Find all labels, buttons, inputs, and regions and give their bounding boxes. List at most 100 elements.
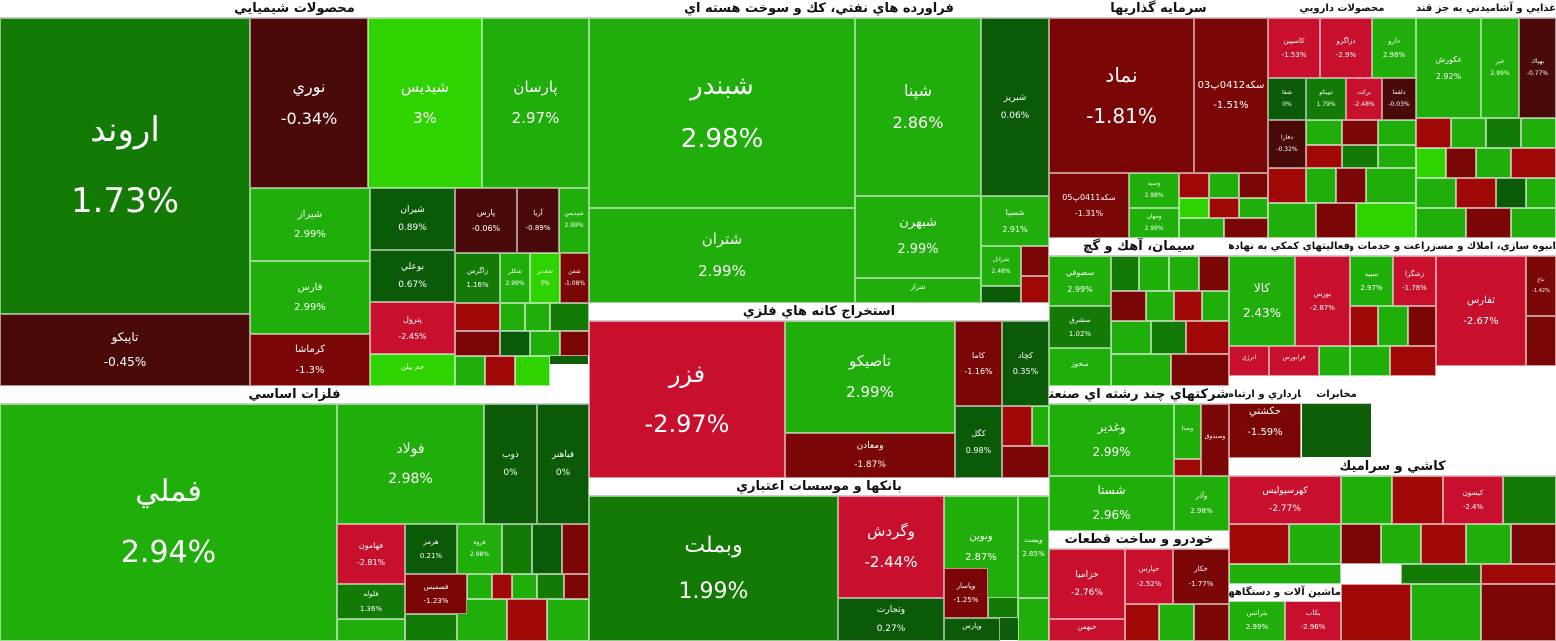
treemap-tile[interactable]: بهپاك -0.77% [1519, 18, 1556, 118]
treemap-mini-tile[interactable] [1350, 376, 1436, 386]
treemap-mini-tile[interactable] [1239, 173, 1268, 198]
treemap-mini-tile[interactable] [1202, 291, 1229, 321]
treemap-mini-tile[interactable] [1341, 524, 1381, 564]
treemap-tile[interactable]: دزاگرو -2.9% [1320, 18, 1372, 78]
treemap-tile[interactable]: تيپيكو 1.79% [1306, 78, 1346, 120]
treemap-mini-tile[interactable] [1378, 145, 1416, 168]
treemap-mini-tile[interactable] [455, 356, 485, 386]
treemap-tile[interactable]: وغدير 2.99% [1049, 404, 1174, 476]
treemap-mini-tile[interactable] [1111, 291, 1146, 321]
treemap-mini-tile[interactable] [560, 331, 589, 356]
treemap-tile[interactable]: تاپيكو -0.45% [0, 314, 250, 386]
treemap-mini-tile[interactable] [1002, 446, 1049, 478]
treemap-mini-tile[interactable] [1366, 168, 1416, 203]
treemap-mini-tile[interactable] [1390, 346, 1436, 376]
treemap-tile[interactable]: فرابورس [1269, 346, 1319, 376]
treemap-mini-tile[interactable] [1186, 321, 1229, 354]
treemap-mini-tile[interactable] [455, 303, 500, 331]
treemap-mini-tile[interactable] [1179, 218, 1224, 238]
treemap-mini-tile[interactable] [1239, 198, 1268, 218]
treemap-tile[interactable]: فروه 2.98% [457, 524, 502, 574]
treemap-mini-tile[interactable] [1342, 145, 1378, 168]
treemap-mini-tile[interactable] [1159, 604, 1194, 641]
treemap-tile[interactable]: وصنا [1174, 404, 1201, 459]
treemap-mini-tile[interactable] [1018, 598, 1049, 641]
treemap-tile[interactable]: فباهنر 0% [537, 404, 589, 524]
treemap-tile[interactable]: دارو 2.98% [1372, 18, 1416, 78]
treemap-mini-tile[interactable] [1336, 168, 1366, 203]
treemap-tile[interactable]: هرمز 0.21% [405, 524, 457, 574]
treemap-tile[interactable]: كاسپين -1.53% [1268, 18, 1320, 78]
treemap-tile[interactable]: انرژي [1229, 346, 1269, 376]
treemap-tile[interactable]: پارسان 2.97% [482, 18, 589, 188]
treemap-mini-tile[interactable] [1032, 406, 1049, 446]
treemap-mini-tile[interactable] [564, 574, 589, 599]
treemap-tile[interactable]: ومهان 2.99% [1129, 208, 1179, 238]
treemap-tile[interactable]: ومعادن -1.87% [785, 433, 955, 478]
treemap-mini-tile[interactable] [1199, 256, 1229, 291]
treemap-mini-tile[interactable] [1125, 604, 1159, 641]
treemap-mini-tile[interactable] [1174, 459, 1201, 476]
treemap-mini-tile[interactable] [1378, 120, 1416, 145]
treemap-mini-tile[interactable] [1209, 173, 1239, 198]
treemap-tile[interactable]: كاما -1.16% [955, 321, 1002, 406]
treemap-mini-tile[interactable] [525, 303, 550, 331]
treemap-mini-tile[interactable] [1521, 118, 1556, 148]
treemap-tile[interactable]: شتران 2.99% [589, 208, 855, 303]
treemap-mini-tile[interactable] [1446, 148, 1476, 178]
treemap-mini-tile[interactable] [1408, 306, 1436, 346]
treemap-mini-tile[interactable] [1169, 256, 1199, 291]
treemap-tile[interactable]: نماد -1.81% [1049, 18, 1194, 173]
treemap-tile[interactable]: كالا 2.43% [1229, 256, 1295, 346]
treemap-tile[interactable]: بكاب -2.96% [1285, 599, 1341, 641]
treemap-tile[interactable]: شيراز 2.99% [250, 188, 370, 261]
treemap-tile[interactable]: وبملت 1.99% [589, 496, 838, 641]
treemap-tile[interactable]: وپارس [944, 618, 1000, 641]
treemap-mini-tile[interactable] [1341, 476, 1392, 524]
treemap-tile[interactable]: زاگرس 1.16% [455, 253, 500, 303]
treemap-tile[interactable]: شكلر 2.99% [500, 253, 530, 303]
treemap-mini-tile[interactable] [1503, 476, 1556, 524]
treemap-tile[interactable]: شراز [855, 278, 981, 303]
treemap-mini-tile[interactable] [550, 364, 589, 386]
treemap-tile[interactable]: نوري -0.34% [250, 18, 368, 188]
treemap-mini-tile[interactable] [1179, 198, 1209, 218]
treemap-mini-tile[interactable] [1002, 406, 1032, 446]
treemap-tile[interactable]: دلقما -0.03% [1382, 78, 1416, 120]
treemap-tile[interactable]: كچاد 0.35% [1002, 321, 1049, 406]
treemap-tile[interactable]: پترول -2.45% [370, 302, 455, 354]
treemap-tile[interactable]: جم پيلن [370, 354, 455, 386]
treemap-tile[interactable]: اروند 1.73% [0, 18, 250, 314]
treemap-tile[interactable]: وگردش -2.44% [838, 496, 944, 598]
treemap-mini-tile[interactable] [1268, 203, 1316, 238]
treemap-mini-tile[interactable] [492, 574, 512, 599]
treemap-mini-tile[interactable] [550, 303, 589, 331]
treemap-mini-tile[interactable] [500, 303, 525, 331]
treemap-tile[interactable]: فزر -2.97% [589, 321, 785, 478]
treemap-tile[interactable]: كرماشا -1.3% [250, 334, 370, 386]
treemap-tile[interactable]: ذوب 0% [484, 404, 537, 524]
treemap-mini-tile[interactable] [530, 331, 560, 356]
treemap-tile[interactable]: وپاسار -1.25% [944, 568, 988, 618]
treemap-tile[interactable]: سپيد 2.97% [1350, 256, 1393, 306]
treemap-tile[interactable]: شبريز 0.06% [981, 18, 1049, 196]
treemap-mini-tile[interactable] [1289, 524, 1341, 564]
treemap-tile[interactable]: ثباغ -1.42% [1526, 256, 1556, 316]
treemap-tile[interactable]: فولاد 2.98% [337, 404, 484, 524]
treemap-mini-tile[interactable] [1151, 321, 1186, 354]
treemap-mini-tile[interactable] [1350, 306, 1378, 346]
treemap-tile[interactable]: شيديس 3% [368, 18, 482, 188]
treemap-mini-tile[interactable] [1421, 524, 1466, 564]
treemap-mini-tile[interactable] [1416, 118, 1451, 148]
treemap-mini-tile[interactable] [1224, 218, 1268, 238]
treemap-mini-tile[interactable] [1496, 178, 1526, 208]
treemap-mini-tile[interactable] [1306, 145, 1342, 168]
treemap-mini-tile[interactable] [1381, 524, 1421, 564]
treemap-mini-tile[interactable] [500, 331, 530, 356]
treemap-mini-tile[interactable] [515, 356, 550, 386]
treemap-mini-tile[interactable] [512, 574, 537, 599]
treemap-tile[interactable]: بوعلي 0.67% [370, 250, 455, 302]
treemap-mini-tile[interactable] [532, 524, 562, 574]
treemap-tile[interactable]: شفا 0% [1268, 78, 1306, 120]
treemap-tile[interactable]: خزاميا -2.76% [1049, 549, 1125, 619]
